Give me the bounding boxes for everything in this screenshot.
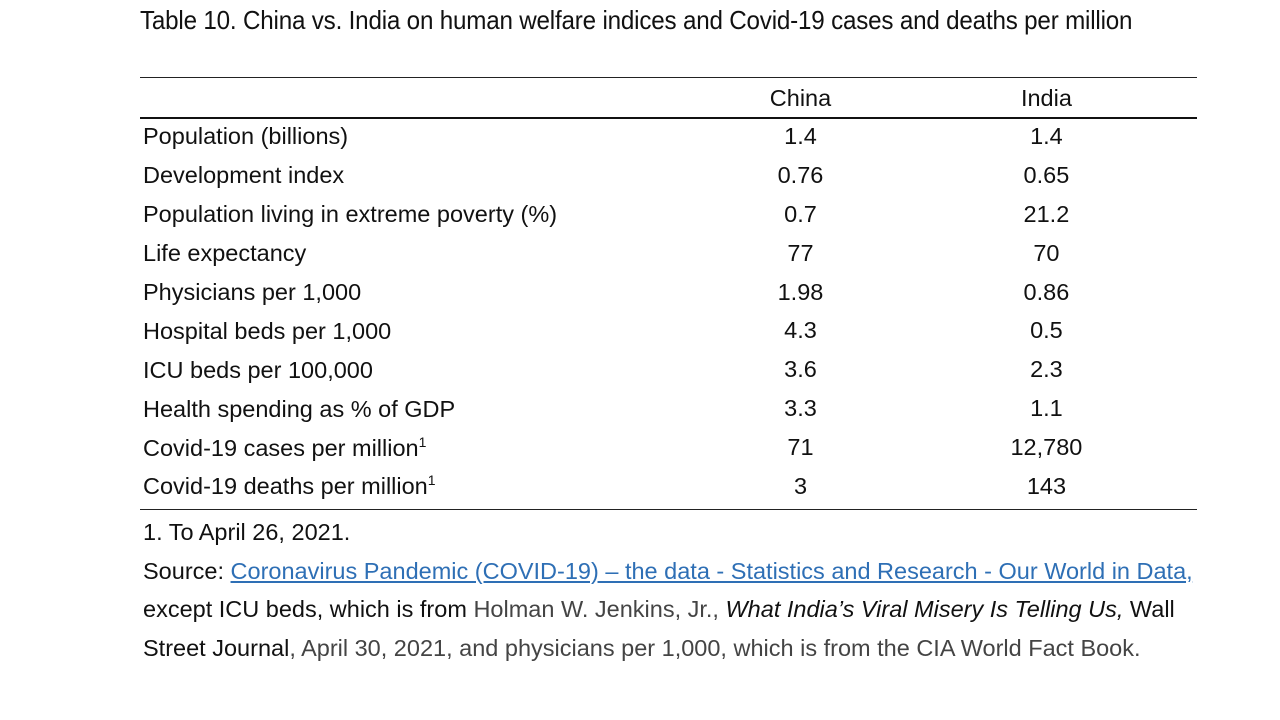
china-value: 3.6 bbox=[784, 356, 817, 383]
row-label: Covid-19 cases per million1 bbox=[140, 428, 705, 467]
header-label bbox=[140, 80, 705, 117]
row-label-text: Population living in extreme poverty (%) bbox=[143, 201, 558, 228]
table-row: Population living in extreme poverty (%)… bbox=[140, 195, 1197, 234]
row-label: Life expectancy bbox=[140, 234, 705, 273]
table-notes: 1. To April 26, 2021. Source: Coronaviru… bbox=[143, 513, 1203, 667]
table-row: Physicians per 1,000 1.98 0.86 bbox=[140, 273, 1197, 312]
row-label: Population living in extreme poverty (%) bbox=[140, 195, 705, 234]
row-label: Covid-19 deaths per million1 bbox=[140, 467, 705, 506]
source-article-title: What India’s Viral Misery Is Telling Us, bbox=[725, 596, 1124, 622]
india-value: 0.86 bbox=[1023, 278, 1070, 305]
india-value: 1.1 bbox=[1030, 395, 1063, 422]
header-india: India bbox=[1020, 85, 1072, 111]
row-label-text: Population (billions) bbox=[143, 123, 349, 150]
table-row: Life expectancy 77 70 bbox=[140, 234, 1197, 273]
row-label: Population (billions) bbox=[140, 117, 705, 156]
table-row: Development index 0.76 0.65 bbox=[140, 156, 1197, 195]
row-label-text: Covid-19 cases per million bbox=[143, 434, 419, 461]
india-value: 21.2 bbox=[1023, 200, 1070, 227]
row-label: ICU beds per 100,000 bbox=[140, 350, 705, 389]
table-title: Table 10. China vs. India on human welfa… bbox=[140, 5, 1133, 35]
row-label-text: Hospital beds per 1,000 bbox=[143, 317, 392, 344]
source-label: Source: bbox=[143, 557, 231, 584]
row-label-text: Life expectancy bbox=[143, 240, 307, 267]
india-value: 1.4 bbox=[1030, 122, 1063, 149]
row-label-text: Health spending as % of GDP bbox=[143, 395, 456, 422]
comparison-table: China India Population (billions) 1.4 1.4 D… bbox=[140, 80, 1197, 506]
footnote-marker: 1 bbox=[427, 472, 436, 489]
table-row: Covid-19 deaths per million1 3 143 bbox=[140, 467, 1197, 506]
china-value: 4.3 bbox=[784, 317, 817, 344]
row-label: Physicians per 1,000 bbox=[140, 273, 705, 312]
india-value: 70 bbox=[1033, 239, 1060, 266]
china-value: 3 bbox=[793, 472, 808, 499]
india-value: 12,780 bbox=[1010, 434, 1083, 461]
row-label: Hospital beds per 1,000 bbox=[140, 311, 705, 350]
table-header-row: China India bbox=[140, 80, 1197, 117]
china-value: 0.7 bbox=[784, 200, 817, 227]
china-value: 0.76 bbox=[777, 161, 824, 188]
row-label-text: ICU beds per 100,000 bbox=[143, 356, 373, 383]
table-row: Hospital beds per 1,000 4.3 0.5 bbox=[140, 311, 1197, 350]
table-header-rule bbox=[140, 117, 1197, 119]
footnote: 1. To April 26, 2021. bbox=[143, 519, 351, 545]
china-value: 71 bbox=[787, 434, 814, 461]
india-value: 143 bbox=[1026, 472, 1067, 499]
table-top-rule bbox=[140, 77, 1197, 78]
row-label: Development index bbox=[140, 156, 705, 195]
india-value: 0.5 bbox=[1030, 317, 1063, 344]
row-label: Health spending as % of GDP bbox=[140, 389, 705, 428]
china-value: 1.4 bbox=[784, 122, 817, 149]
footnote-marker: 1 bbox=[418, 433, 427, 450]
source-link[interactable]: Coronavirus Pandemic (COVID-19) – the da… bbox=[230, 557, 1193, 584]
row-label-text: Physicians per 1,000 bbox=[143, 279, 362, 305]
source-author: Holman W. Jenkins, Jr., bbox=[473, 596, 726, 622]
table-bottom-rule bbox=[140, 509, 1197, 510]
table-row: Covid-19 cases per million1 71 12,780 bbox=[140, 428, 1197, 467]
row-label-text: Covid-19 deaths per million bbox=[143, 473, 428, 500]
table-row: Population (billions) 1.4 1.4 bbox=[140, 117, 1197, 156]
row-label-text: Development index bbox=[143, 162, 345, 189]
source-publication: Wall Street Journal bbox=[143, 596, 1175, 661]
china-value: 77 bbox=[787, 239, 814, 266]
china-value: 3.3 bbox=[784, 395, 817, 422]
table-row: Health spending as % of GDP 3.3 1.1 bbox=[140, 389, 1197, 428]
india-value: 0.65 bbox=[1023, 161, 1070, 188]
source-text-2: , April 30, 2021, and physicians per 1,0… bbox=[289, 634, 1141, 661]
table-row: ICU beds per 100,000 3.6 2.3 bbox=[140, 350, 1197, 389]
source-note: Source: Coronavirus Pandemic (COVID-19) … bbox=[143, 552, 1203, 668]
india-value: 2.3 bbox=[1030, 356, 1063, 383]
header-china: China bbox=[769, 85, 832, 111]
source-text-1: except ICU beds, which is from bbox=[143, 596, 474, 622]
document-page: Table 10. China vs. India on human welfa… bbox=[140, 0, 1197, 661]
china-value: 1.98 bbox=[777, 278, 824, 305]
